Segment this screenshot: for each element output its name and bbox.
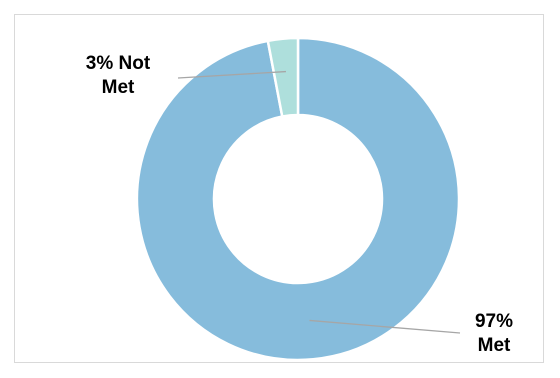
donut-slices xyxy=(135,36,461,362)
data-label-met-text: Met xyxy=(477,335,511,356)
leader-line-0 xyxy=(177,70,286,79)
data-label-met: 97% Met xyxy=(462,310,526,358)
donut-slice-1 xyxy=(266,36,300,118)
donut-slice-0 xyxy=(135,36,461,362)
data-label-not-met-text: Met xyxy=(101,77,135,98)
data-label-not-met: 3% Not Met xyxy=(66,52,170,100)
leader-line-1 xyxy=(309,319,461,334)
leader-lines xyxy=(177,70,461,334)
data-label-met-percent: 97% xyxy=(474,311,514,332)
data-label-not-met-percent: 3% Not xyxy=(85,53,151,74)
